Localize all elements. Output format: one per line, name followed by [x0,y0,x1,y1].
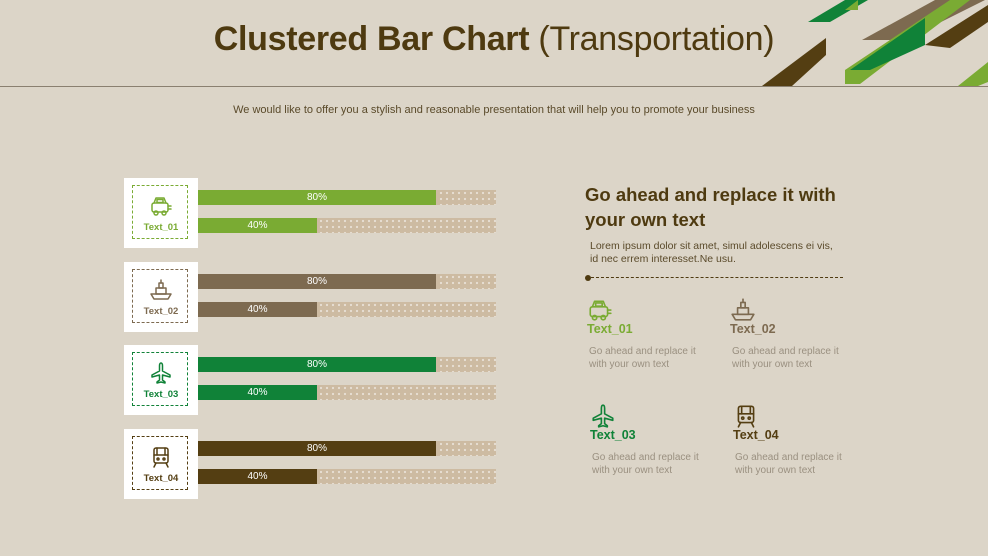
bar-track: 80% [198,273,496,289]
airplane-icon [151,362,171,384]
legend-item-description: Go ahead and replace it with your own te… [735,452,842,476]
page-subtitle: We would like to offer you a stylish and… [233,104,755,116]
legend-item-title: Text_04 [733,428,779,442]
header-divider [0,86,988,87]
bar-value-label: 40% [247,387,268,398]
side-heading: Go ahead and replace it with your own te… [585,184,836,230]
bar-track: 80% [198,440,496,456]
bar [198,273,436,289]
legend-icon-wrap [587,297,613,323]
bar-track: 40% [198,385,496,400]
bar [198,190,436,205]
train-icon [153,446,169,468]
bar-value-label: 80% [306,275,327,287]
bar [198,218,317,233]
legend-icon-wrap [733,403,759,429]
category-card-frame: Text_04 [132,435,188,490]
bar-value-label: 80% [306,442,327,454]
category-icon-wrap [149,278,173,302]
category-label: Text_01 [143,222,179,233]
train-icon [737,405,755,428]
bar-value-label: 40% [247,220,268,231]
category-icon-wrap [149,361,173,385]
legend-item-title: Text_03 [590,428,636,442]
category-card-frame: Text_01 [132,185,188,239]
legend-item-description: Go ahead and replace it with your own te… [589,346,696,370]
ship-icon [150,278,172,300]
airplane-icon [592,404,614,428]
category-label: Text_03 [143,389,179,400]
bar-value-label: 80% [306,192,327,203]
bar [198,385,317,400]
legend-item-title: Text_01 [587,322,633,336]
category-label: Text_02 [143,305,179,317]
bar [198,468,317,484]
category-card-frame: Text_02 [132,268,188,323]
bar-value-label: 80% [306,359,327,370]
side-text: Lorem ipsum dolor sit amet, simul adoles… [590,240,833,265]
decorative-stripes [762,0,988,86]
bar-track: 40% [198,301,496,317]
bar [198,357,436,372]
category-card: Text_04 [124,428,198,499]
title-sub: (Transportation) [538,20,775,58]
bar [198,301,317,317]
category-icon-wrap [149,445,173,469]
legend-item-description: Go ahead and replace it with your own te… [592,452,699,476]
legend-icon-wrap [590,403,616,429]
car-icon [589,300,612,321]
legend-item-description: Go ahead and replace it with your own te… [732,346,839,370]
bar-track: 80% [198,190,496,205]
dotted-divider [585,275,843,281]
category-card: Text_01 [124,178,198,248]
bar-track: 80% [198,357,496,372]
legend-icon-wrap [730,297,756,323]
bar-value-label: 40% [247,470,268,482]
category-label: Text_04 [143,472,179,484]
bar-track: 40% [198,218,496,233]
category-icon-wrap [149,194,173,218]
category-card: Text_02 [124,261,198,332]
bar-track: 40% [198,468,496,484]
ship-icon [731,298,755,321]
category-card-frame: Text_03 [132,352,188,406]
legend-item-title: Text_02 [730,322,776,336]
title-main: Clustered Bar Chart [213,20,530,58]
bar [198,440,436,456]
bar-value-label: 40% [247,303,268,315]
car-icon [151,197,172,216]
category-card: Text_03 [124,345,198,415]
page-title: Clustered Bar Chart (Transportation) [0,20,988,59]
